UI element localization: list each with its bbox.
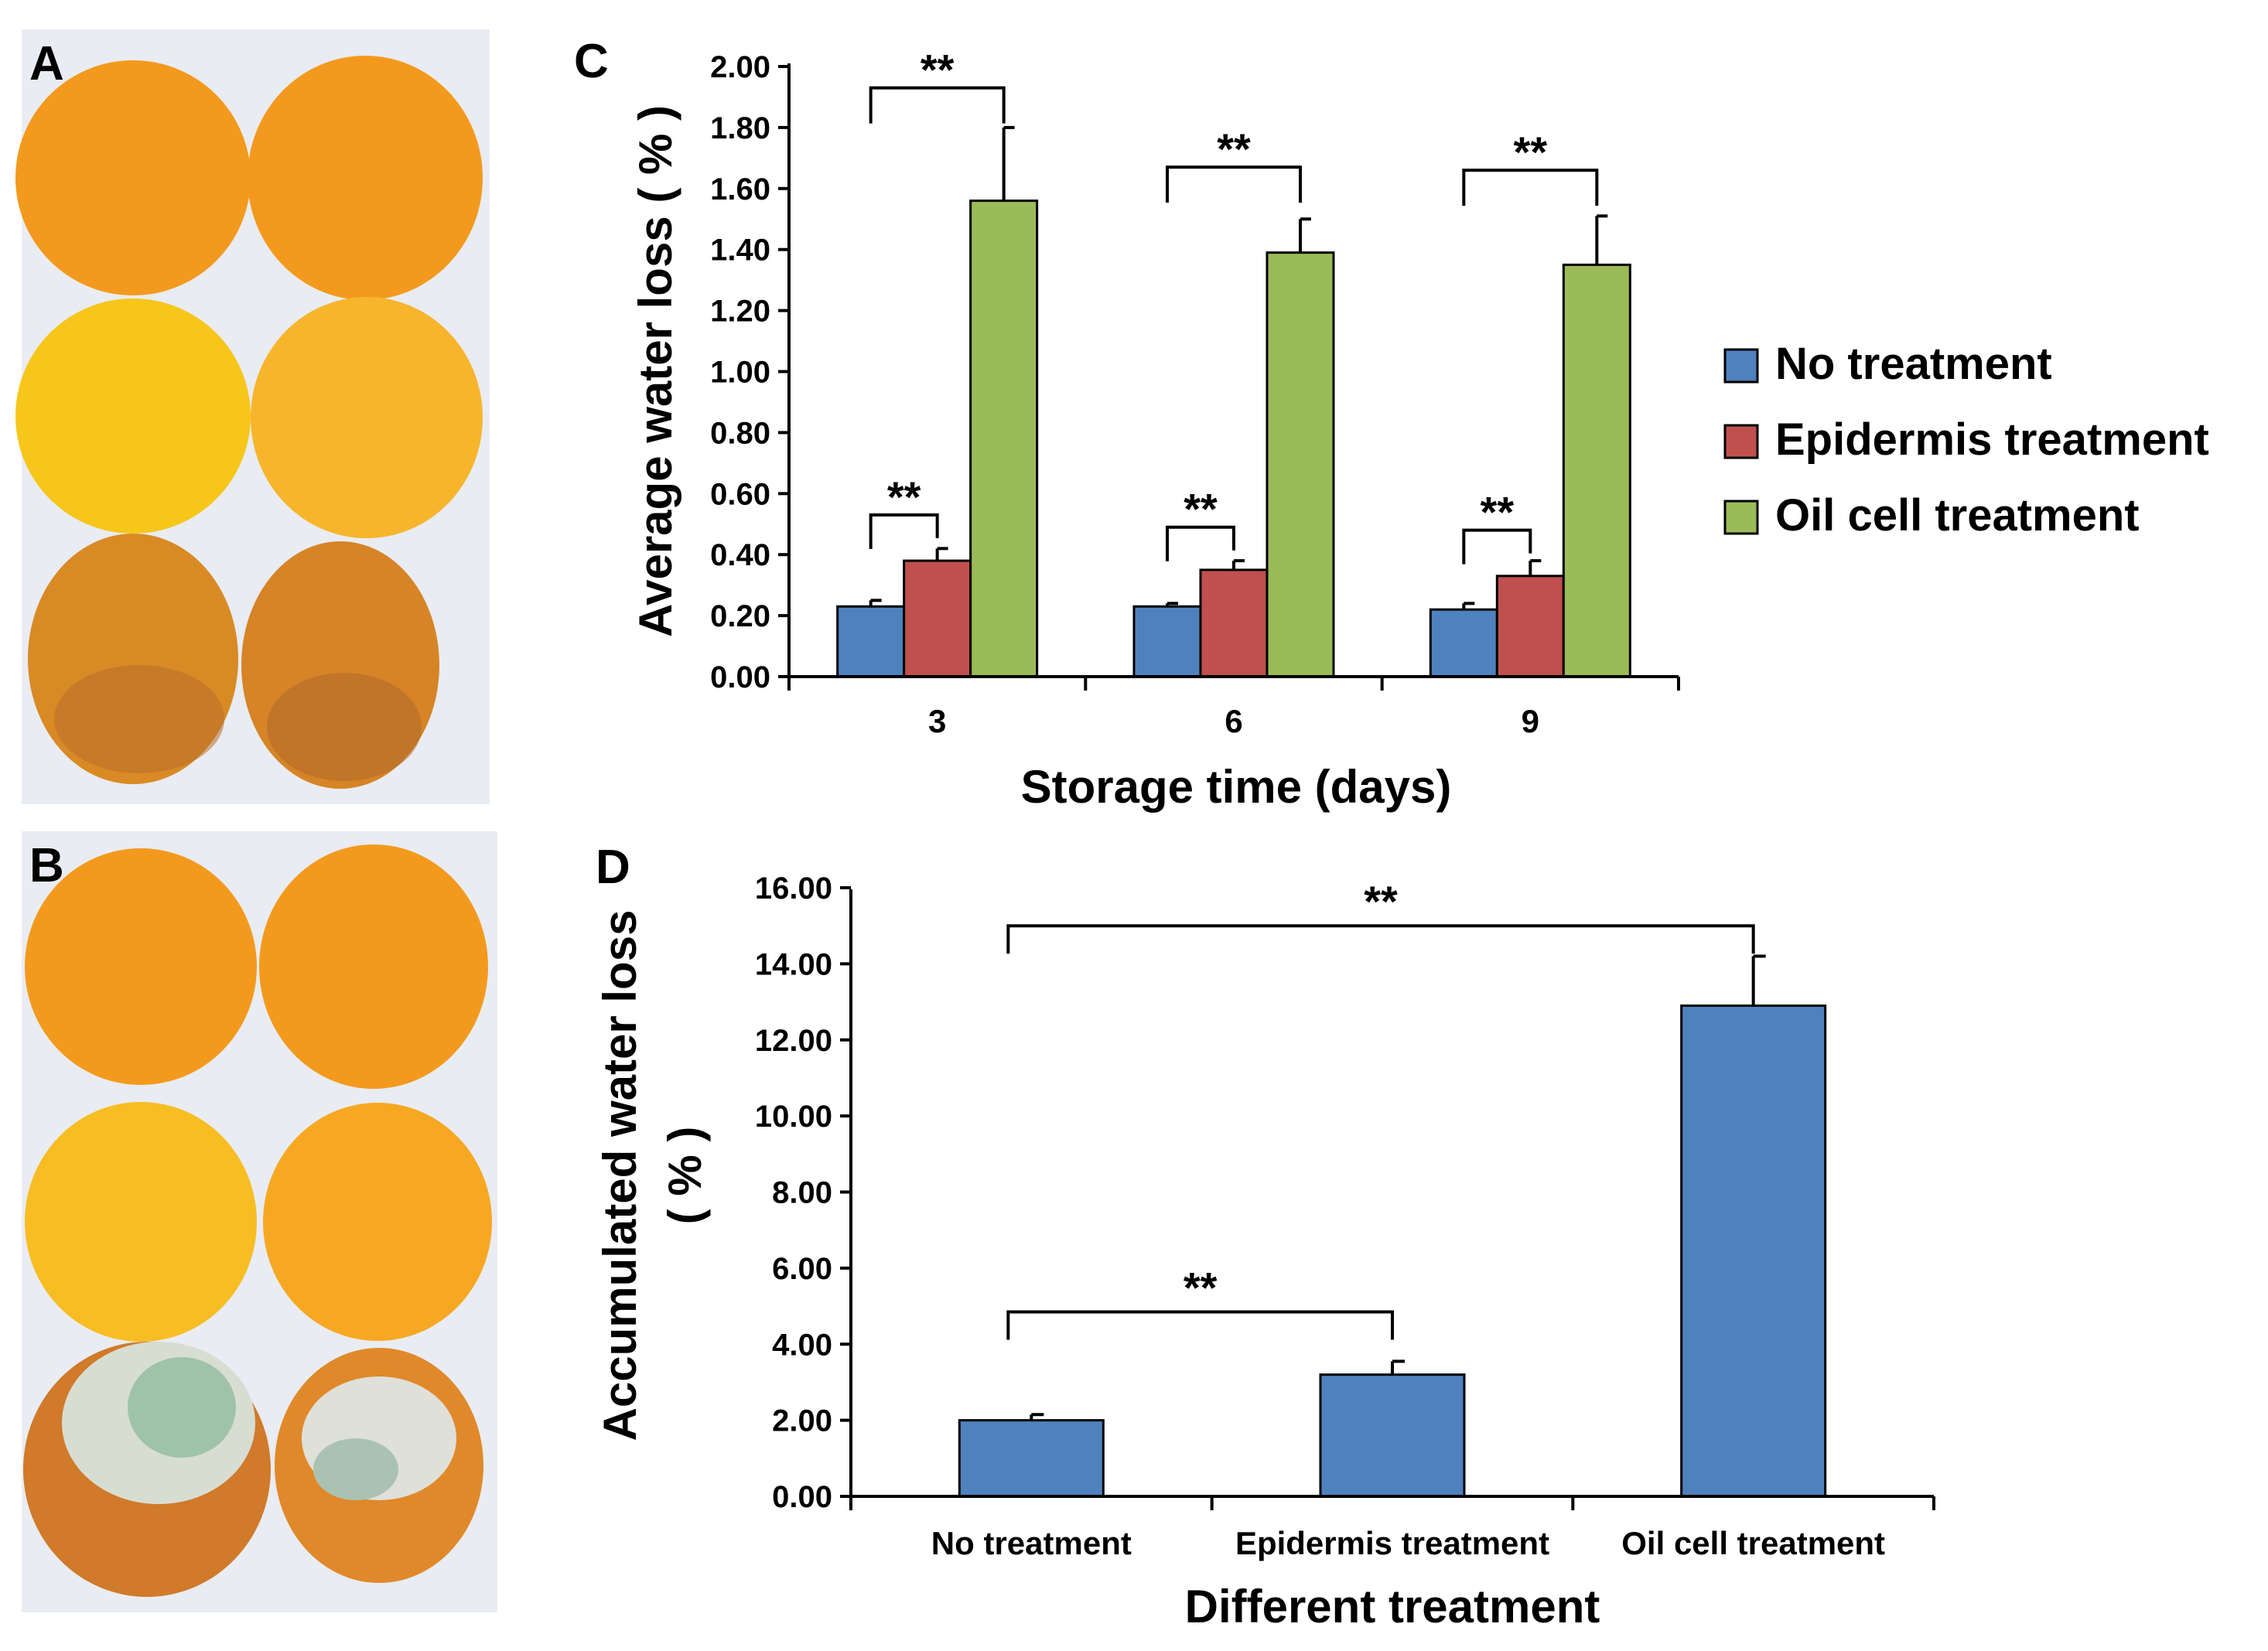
- chart-d-ytick-label: 4.00: [772, 1328, 832, 1362]
- chart-d-significance-label: **: [1184, 1263, 1218, 1312]
- chart-d-ytick-label: 16.00: [755, 872, 832, 906]
- chart-c-ytick-label: 1.00: [710, 356, 770, 390]
- chart-d-significance-label: **: [1364, 877, 1398, 926]
- chart-c-significance-bracket: [1166, 525, 1235, 561]
- legend-label-no-treatment: No treatment: [1775, 339, 2052, 389]
- chart-c-bar-epidermis-treatment-day-6: [1199, 568, 1269, 678]
- panel-label-c: C: [574, 35, 609, 88]
- chart-d-ylabel-line2: ( % ): [659, 1127, 711, 1225]
- chart-d-ytick-label: 10.00: [755, 1100, 832, 1134]
- chart-d-significance-bracket: [1006, 924, 1755, 954]
- chart-d-xtick-label-no-treatment: No treatment: [931, 1525, 1132, 1561]
- chart-c-ytick-label: 0.60: [710, 477, 770, 511]
- photo-a-orange-2: [248, 56, 483, 300]
- photo-b-orange-2: [259, 844, 488, 1089]
- chart-c-xtick-label: 3: [928, 703, 946, 739]
- legend-label-oil-cell: Oil cell treatment: [1775, 490, 2140, 541]
- chart-c-significance-label: **: [921, 46, 955, 94]
- photo-a-aged-shade-2: [267, 673, 422, 781]
- chart-d-ytick-label: 6.00: [772, 1252, 832, 1286]
- chart-c-ytick-label: 0.20: [710, 599, 770, 633]
- chart-c-significance-bracket: [869, 513, 939, 549]
- legend-swatch-epidermis: [1723, 424, 1759, 459]
- chart-c-bar-no-treatment-day-3: [836, 605, 906, 678]
- chart-c-significance-bracket: [1462, 169, 1599, 206]
- chart-c-bar-epidermis-treatment-day-3: [903, 559, 972, 678]
- photo-panel-a: A: [15, 29, 490, 804]
- legend-swatch-no-treatment: [1723, 348, 1759, 384]
- photo-b-mold-green-2: [313, 1438, 398, 1500]
- chart-c-ytick-label: 0.80: [710, 416, 770, 450]
- photo-b-yellow-1: [25, 1102, 257, 1342]
- chart-c-ytick-label: 1.80: [710, 111, 770, 145]
- chart-d-significance-bracket: [1006, 1310, 1394, 1340]
- chart-c-bar-oil-cell-treatment-day-6: [1266, 251, 1335, 678]
- photo-b-yellow-2: [263, 1103, 492, 1341]
- chart-c-significance-label: **: [1184, 485, 1218, 534]
- legend-swatch-oil-cell: [1723, 500, 1759, 535]
- chart-c-xtick-label: 9: [1522, 703, 1539, 739]
- panel-label-b: B: [29, 839, 64, 892]
- legend-label-epidermis: Epidermis treatment: [1775, 414, 2209, 465]
- panel-label-a: A: [29, 37, 64, 90]
- chart-c-legend: No treatment Epidermis treatment Oil cel…: [1723, 339, 2209, 541]
- photo-panel-b: B: [22, 831, 497, 1612]
- chart-d-xtick-label-epidermis-treatment: Epidermis treatment: [1235, 1525, 1549, 1561]
- chart-c-ytick-label: 0.40: [710, 538, 770, 572]
- photo-a-aged-shade-1: [54, 665, 224, 773]
- chart-c-bar-epidermis-treatment-day-9: [1495, 575, 1565, 678]
- chart-c-significance-bracket: [1166, 165, 1302, 203]
- chart-c-bar-no-treatment-day-6: [1132, 605, 1202, 678]
- chart-d-bar-epidermis-treatment: [1319, 1373, 1466, 1498]
- chart-d-ytick-label: 0.00: [772, 1480, 832, 1514]
- chart-d-ytick-label: 12.00: [755, 1024, 832, 1058]
- chart-d-xtick-label-oil-cell-treatment: Oil cell treatment: [1621, 1525, 1885, 1561]
- chart-c-xlabel: Storage time (days): [1021, 761, 1452, 813]
- chart-d: D Accumulated water loss ( % ) Different…: [594, 841, 1935, 1632]
- photo-b-mold-green-1: [128, 1357, 236, 1458]
- chart-c-significance-label: **: [1514, 128, 1548, 176]
- chart-d-ytick-label: 2.00: [772, 1404, 832, 1438]
- photo-a-yellow-2: [251, 297, 483, 538]
- chart-d-bar-oil-cell-treatment: [1680, 1004, 1827, 1498]
- chart-d-bar-no-treatment: [958, 1419, 1105, 1498]
- chart-c-significance-label: **: [1217, 125, 1251, 173]
- chart-d-ytick-label: 14.00: [755, 947, 832, 981]
- chart-c-significance-bracket: [869, 86, 1006, 124]
- photo-a-yellow-1: [15, 298, 251, 534]
- photo-a-orange-1: [15, 60, 251, 295]
- chart-c-ylabel: Average water loss ( % ): [630, 105, 681, 637]
- chart-c: C Average water loss ( % ) Storage time …: [574, 35, 2209, 813]
- chart-c-bar-oil-cell-treatment-day-9: [1562, 263, 1631, 678]
- chart-c-significance-label: **: [1481, 488, 1515, 537]
- chart-d-ytick-label: 8.00: [772, 1176, 832, 1210]
- chart-c-ytick-label: 0.00: [710, 660, 770, 694]
- chart-c-xtick-label: 6: [1225, 703, 1242, 739]
- panel-label-d: D: [596, 841, 630, 894]
- chart-c-significance-label: **: [887, 472, 921, 521]
- chart-c-ytick-label: 2.00: [710, 50, 770, 84]
- chart-c-bar-no-treatment-day-9: [1429, 608, 1498, 678]
- chart-c-ytick-label: 1.20: [710, 295, 770, 329]
- chart-d-xlabel: Different treatment: [1185, 1581, 1600, 1632]
- chart-c-ytick-label: 1.40: [710, 234, 770, 268]
- chart-c-significance-bracket: [1462, 528, 1532, 565]
- photo-b-orange-1: [25, 848, 257, 1085]
- chart-d-ylabel-line1: Accumulated water loss: [594, 910, 646, 1441]
- chart-c-ytick-label: 1.60: [710, 172, 770, 206]
- chart-c-bar-oil-cell-treatment-day-3: [969, 200, 1039, 678]
